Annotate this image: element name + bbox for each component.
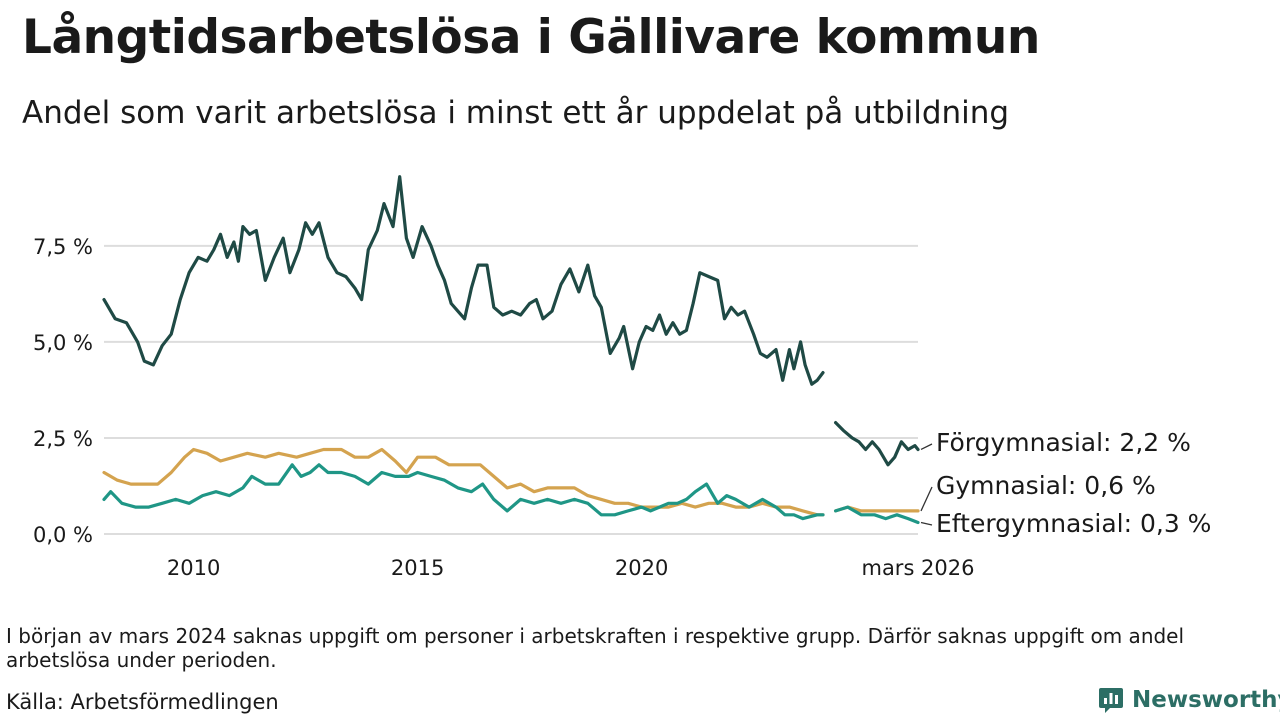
- axis-labels: 0,0 % 2,5 % 5,0 % 7,5 % 2010 2015 2020 mars 202…: [33, 235, 975, 580]
- brand-name: Newsworthy: [1132, 687, 1280, 713]
- label-leader: [920, 443, 933, 451]
- y-tick-label: 5,0 %: [33, 331, 93, 355]
- chart-title: Långtidsarbetslösa i Gällivare kommun: [22, 10, 1040, 65]
- series-line-eftergymnasial: [102, 463, 825, 521]
- series-line-förgymnasial: [834, 421, 920, 467]
- label-leader: [920, 486, 933, 512]
- series-line-förgymnasial: [102, 175, 825, 386]
- chart-logo-icon: [1099, 688, 1123, 713]
- label-leader: [920, 521, 933, 526]
- line-chart: 0,0 % 2,5 % 5,0 % 7,5 % 2010 2015 2020 mars 202…: [33, 175, 1211, 580]
- y-tick-label: 0,0 %: [33, 523, 93, 547]
- series-lines: [102, 175, 920, 525]
- grid-lines: [104, 244, 918, 535]
- source-text: Källa: Arbetsförmedlingen: [6, 690, 279, 714]
- x-tick-label: 2020: [615, 556, 668, 580]
- brand-logo[interactable]: Newsworthy: [1098, 686, 1280, 714]
- series-label-förgymnasial: Förgymnasial: 2,2 %: [936, 428, 1191, 457]
- y-tick-label: 2,5 %: [33, 427, 93, 451]
- y-tick-label: 7,5 %: [33, 235, 93, 259]
- series-line-eftergymnasial: [834, 505, 920, 525]
- x-tick-label: 2010: [167, 556, 220, 580]
- x-tick-label: mars 2026: [861, 556, 974, 580]
- series-label-eftergymnasial: Eftergymnasial: 0,3 %: [936, 509, 1211, 538]
- x-tick-label: 2015: [391, 556, 444, 580]
- series-label-gymnasial: Gymnasial: 0,6 %: [936, 471, 1156, 500]
- series-line-gymnasial: [102, 447, 825, 517]
- chart-subtitle: Andel som varit arbetslösa i minst ett å…: [22, 95, 1010, 131]
- series-end-labels: Förgymnasial: 2,2 % Gymnasial: 0,6 % Efter…: [920, 428, 1211, 538]
- footnote: I början av mars 2024 saknas uppgift om …: [6, 624, 1185, 672]
